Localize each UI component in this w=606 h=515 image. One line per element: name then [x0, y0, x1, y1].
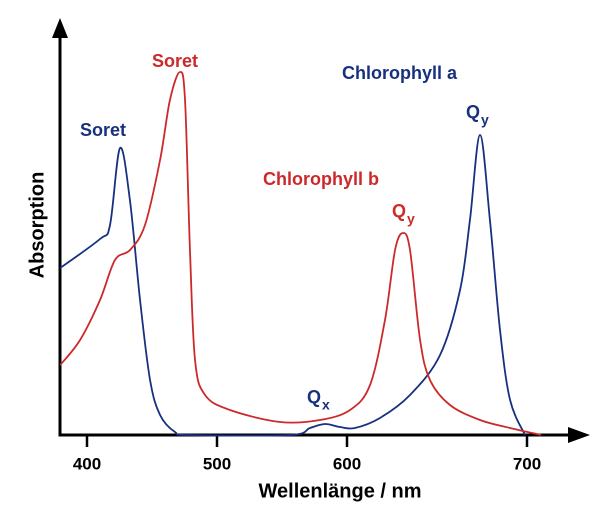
annotation: Soret: [80, 120, 126, 140]
series-label: Chlorophyll a: [342, 63, 458, 83]
annotation-subscript: y: [481, 112, 489, 128]
x-axis-label: Wellenlänge / nm: [259, 480, 422, 502]
x-tick-label: 600: [333, 454, 361, 473]
annotation: Q: [392, 201, 406, 221]
annotation: Soret: [152, 51, 198, 71]
x-tick-label: 700: [513, 454, 541, 473]
x-tick-label: 400: [73, 454, 101, 473]
line-series: [59, 71, 542, 436]
y-axis-arrow: [52, 18, 68, 38]
annotation: Q: [466, 102, 480, 122]
x-axis-arrow: [568, 427, 590, 443]
annotation-subscript: x: [322, 397, 330, 413]
y-axis-label: Absorption: [26, 172, 48, 279]
annotation: Q: [307, 387, 321, 407]
annotation-subscript: y: [407, 211, 415, 227]
line-series: [59, 134, 526, 437]
x-tick-label: 500: [203, 454, 231, 473]
series-label: Chlorophyll b: [263, 169, 379, 189]
